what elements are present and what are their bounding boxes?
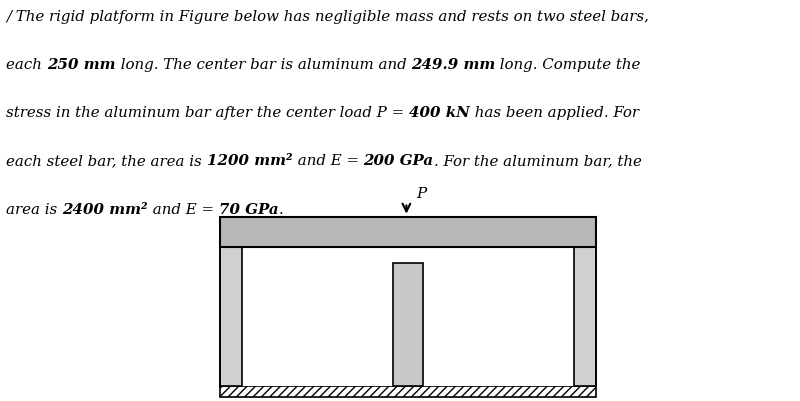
Bar — [220, 217, 596, 247]
Text: long. The center bar is aluminum and: long. The center bar is aluminum and — [115, 58, 411, 72]
Text: and E =: and E = — [148, 203, 219, 217]
Bar — [574, 247, 596, 386]
Text: area is: area is — [6, 203, 62, 217]
Bar — [393, 263, 423, 386]
Text: . For the aluminum bar, the: . For the aluminum bar, the — [434, 154, 642, 168]
Text: 250 mm: 250 mm — [47, 58, 115, 72]
Text: / The rigid platform in Figure below has negligible mass and rests on two steel : / The rigid platform in Figure below has… — [6, 10, 650, 24]
Text: 2400 mm: 2400 mm — [62, 203, 142, 217]
Text: .: . — [278, 203, 283, 217]
Bar — [220, 386, 596, 397]
Text: 70 GPa: 70 GPa — [219, 203, 278, 217]
Text: Steel: Steel — [578, 300, 591, 332]
Bar — [242, 247, 574, 386]
Text: 249.9 mm: 249.9 mm — [411, 58, 495, 72]
Text: Steel: Steel — [225, 300, 238, 332]
Text: Aluminum: Aluminum — [398, 292, 410, 356]
Bar — [220, 247, 242, 386]
Text: each steel bar, the area is: each steel bar, the area is — [6, 154, 207, 168]
Text: stress in the aluminum bar after the center load P =: stress in the aluminum bar after the cen… — [6, 106, 410, 120]
Text: ²: ² — [142, 203, 148, 217]
Text: ²: ² — [286, 154, 293, 168]
Text: long. Compute the: long. Compute the — [495, 58, 641, 72]
Text: P: P — [416, 186, 426, 200]
Text: 1200 mm: 1200 mm — [207, 154, 286, 168]
Text: 200 GPa: 200 GPa — [363, 154, 434, 168]
Text: 400 kN: 400 kN — [410, 106, 470, 120]
Text: each: each — [6, 58, 47, 72]
Text: has been applied. For: has been applied. For — [470, 106, 639, 120]
Text: and E =: and E = — [293, 154, 363, 168]
